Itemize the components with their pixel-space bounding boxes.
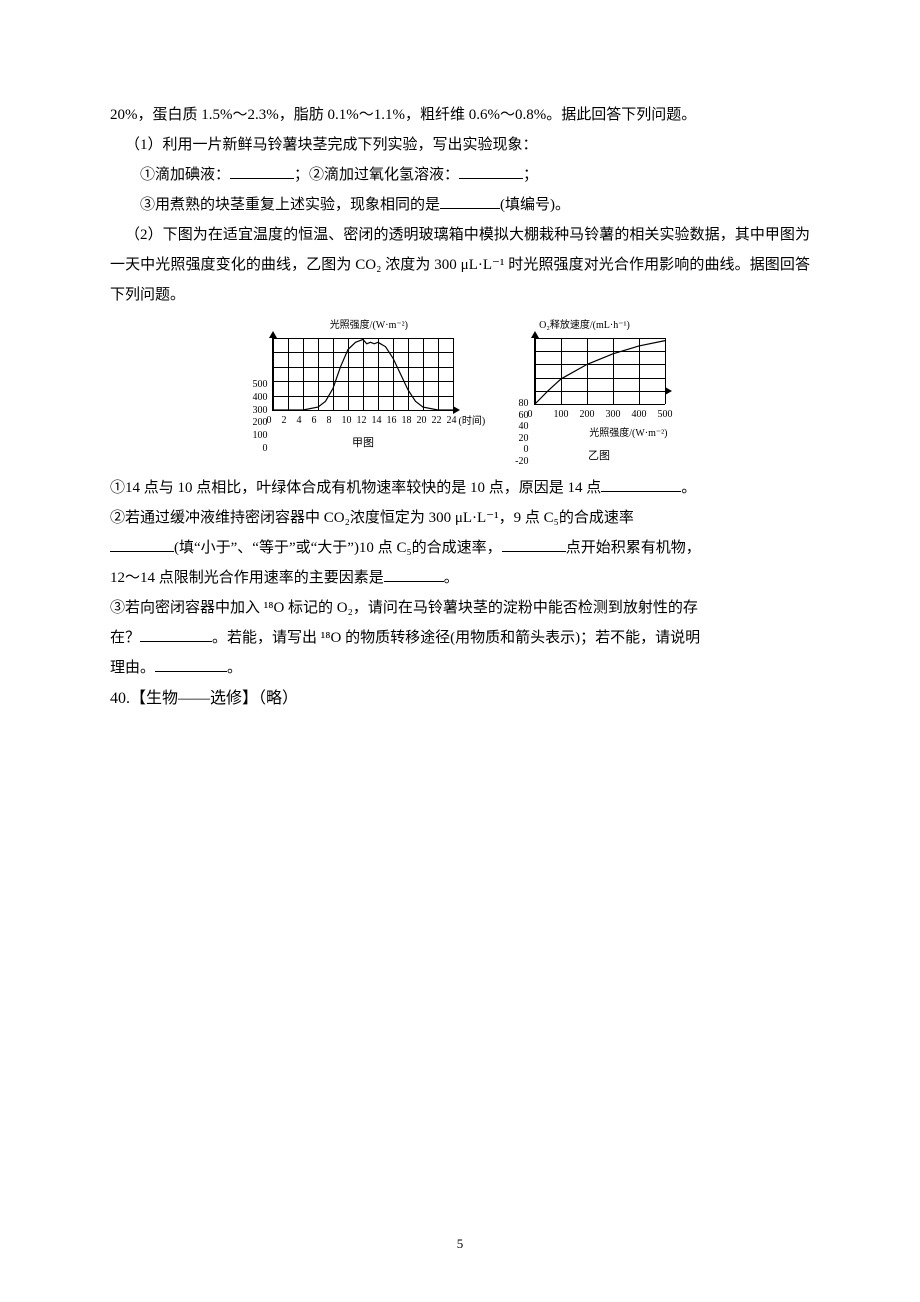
q2-sub1: ①14 点与 10 点相比，叶绿体合成有机物速率较快的是 10 点，原因是 14…	[110, 473, 810, 503]
chart-left-caption: 甲图	[352, 432, 374, 454]
blank-10	[155, 656, 227, 672]
blank-8	[384, 566, 444, 582]
chart-right-xticks: 0100200300400500	[528, 405, 668, 425]
page: 20%，蛋白质 1.5%～2.3%，脂肪 0.1%～1.1%，粗纤维 0.6%～…	[0, 0, 920, 1302]
chart-right-grid	[534, 338, 665, 405]
q2-sub2-l2: (填“小于”、“等于”或“大于”)10 点 C₅的合成速率， 点开始积累有机物，	[110, 533, 810, 563]
q2-sub1-a: ①14 点与 10 点相比，叶绿体合成有机物速率较快的是 10 点，原因是 14…	[110, 480, 601, 496]
blank-2	[459, 163, 523, 179]
q2-sub1-b: 。	[681, 480, 696, 496]
chart-right: O₂释放速度/(mL·h⁻¹) 806040200-20 01002003004…	[515, 316, 667, 467]
chart-right-xlabel: 光照强度/(W·m⁻²)	[589, 424, 667, 444]
chart-left: 光照强度/(W·m⁻²) 5004003002001000 0246810121…	[252, 316, 485, 467]
q1-stem: （1）利用一片新鲜马铃薯块茎完成下列实验，写出实验现象：	[110, 130, 810, 160]
q2-sub2-a: (填“小于”、“等于”或“大于”)10 点 C₅的合成速率，	[174, 540, 502, 556]
q1-sub3-a: ③用煮熟的块茎重复上述实验，现象相同的是	[140, 197, 440, 213]
blank-7	[502, 536, 566, 552]
chart-left-xlabel: (时间)	[458, 412, 485, 432]
q2-sub2-c: 12～14 点限制光合作用速率的主要因素是	[110, 570, 384, 586]
q2-sub2-b: 点开始积累有机物，	[566, 540, 701, 556]
content-block: 20%，蛋白质 1.5%～2.3%，脂肪 0.1%～1.1%，粗纤维 0.6%～…	[110, 100, 810, 715]
q2-sub2-l3: 12～14 点限制光合作用速率的主要因素是 。	[110, 563, 810, 593]
chart-left-body: 5004003002001000 024681012141618202224 甲…	[252, 338, 485, 454]
q2-sub2-l1: ②若通过缓冲液维持密闭容器中 CO₂浓度恒定为 300 μL·L⁻¹，9 点 C…	[110, 503, 810, 533]
blank-1	[230, 163, 294, 179]
q1-sub1-c: ；	[523, 167, 538, 183]
q1-sub3: ③用煮熟的块茎重复上述实验，现象相同的是 (填编号)。	[110, 190, 810, 220]
blank-9	[140, 626, 212, 642]
q1-sub3-b: (填编号)。	[500, 197, 570, 213]
page-number: 5	[0, 1236, 920, 1252]
q2-sub3-l2: 在？ 。若能，请写出 ¹⁸O 的物质转移途径(用物质和箭头表示)；若不能，请说明	[110, 623, 810, 653]
blank-5	[601, 476, 681, 492]
chart-right-ytitle: O₂释放速度/(mL·h⁻¹)	[539, 316, 630, 336]
blank-6	[110, 536, 174, 552]
q2-stem: （2）下图为在适宜温度的恒温、密闭的透明玻璃箱中模拟大棚栽种马铃薯的相关实验数据…	[110, 220, 810, 310]
q1-sub1-b: ；②滴加过氧化氢溶液：	[294, 167, 459, 183]
chart-left-xticks: 024681012141618202224	[266, 411, 456, 431]
chart-right-body: 806040200-20 0100200300400500 光照强度/(W·m⁻…	[515, 338, 667, 467]
q2-sub3-a: 在？	[110, 630, 140, 646]
q2-sub3-b: 。若能，请写出 ¹⁸O 的物质转移途径(用物质和箭头表示)；若不能，请说明	[212, 630, 700, 646]
q1-sub12: ①滴加碘液： ；②滴加过氧化氢溶液： ；	[110, 160, 810, 190]
chart-left-ytitle: 光照强度/(W·m⁻²)	[330, 316, 408, 336]
q40: 40.【生物——选修】（略）	[110, 683, 810, 715]
blank-3	[440, 193, 500, 209]
q2-sub2-d: 。	[444, 570, 459, 586]
q2-sub3-c: 理由。	[110, 660, 155, 676]
line-intro: 20%，蛋白质 1.5%～2.3%，脂肪 0.1%～1.1%，粗纤维 0.6%～…	[110, 100, 810, 130]
chart-left-grid	[272, 338, 453, 411]
q2-sub3-l3: 理由。 。	[110, 653, 810, 683]
q2-sub3-l1: ③若向密闭容器中加入 ¹⁸O 标记的 O₂，请问在马铃薯块茎的淀粉中能否检测到放…	[110, 593, 810, 623]
figure-row: 光照强度/(W·m⁻²) 5004003002001000 0246810121…	[110, 316, 810, 467]
chart-right-caption: 乙图	[588, 445, 610, 467]
q1-sub1-a: ①滴加碘液：	[140, 167, 230, 183]
q2-sub3-d: 。	[227, 660, 242, 676]
